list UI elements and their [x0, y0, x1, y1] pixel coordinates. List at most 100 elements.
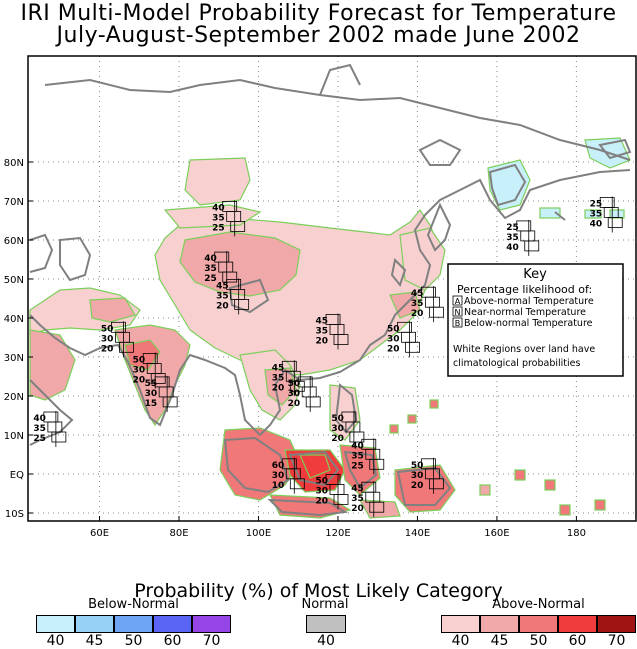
- legend-swatch-below: [114, 615, 153, 633]
- lon-label: 60E: [90, 528, 109, 539]
- key-letter-box: [452, 295, 463, 306]
- map-frame: [27, 55, 637, 522]
- forecast-boxes: 4035254035254535204535205030204535205030…: [33, 196, 623, 518]
- key-letter-box: [452, 306, 463, 317]
- lat-label: 80N: [4, 158, 24, 169]
- forecast-value: 40: [212, 203, 225, 213]
- legend-swatch-label: 70: [607, 633, 626, 649]
- legend-swatch-label: 60: [568, 633, 587, 649]
- forecast-value: 50: [387, 324, 400, 334]
- forecast-value: 50: [315, 476, 328, 486]
- key-letter: B: [455, 319, 461, 328]
- forecast-value: 60: [272, 461, 285, 471]
- forecast-value: 50: [411, 461, 424, 471]
- forecast-value: 20: [315, 337, 328, 347]
- key-subtitle: Percentage likelihood of:: [457, 283, 592, 296]
- forecast-value: 30: [288, 389, 301, 399]
- coastlines: [29, 63, 632, 517]
- legend-swatch-label: 40: [317, 633, 335, 649]
- lat-label: 60N: [4, 236, 24, 247]
- forecast-value: 35: [411, 299, 424, 309]
- map-title-line1: IRI Multi-Model Probability Forecast for…: [20, 1, 617, 26]
- legend-swatch-label: 70: [202, 633, 221, 649]
- key-letter: N: [455, 308, 461, 317]
- lon-label: 180: [567, 528, 586, 539]
- forecast-value: 20: [101, 344, 114, 354]
- key-note-line1: White Regions over land have: [453, 344, 595, 355]
- forecast-value: 35: [33, 424, 46, 434]
- legend-swatch-below: [75, 615, 114, 633]
- forecast-value: 20: [387, 344, 400, 354]
- forecast-value: 30: [411, 471, 424, 481]
- forecast-value: 25: [33, 434, 46, 444]
- lat-label: 40N: [4, 314, 24, 325]
- forecast-value: 30: [145, 389, 158, 399]
- lat-label: 20N: [4, 392, 24, 403]
- forecast-value: 35: [315, 327, 328, 337]
- forecast-value: 20: [315, 496, 328, 506]
- legend-swatch-above: [558, 615, 597, 633]
- legend-swatch-below: [153, 615, 192, 633]
- forecast-value: 50: [101, 324, 114, 334]
- lat-label: EQ: [10, 470, 24, 481]
- forecast-value: 30: [315, 486, 328, 496]
- forecast-value: 20: [351, 504, 364, 514]
- lon-label: 120E: [325, 528, 350, 539]
- legend-swatch-above: [441, 615, 480, 633]
- lat-label: 10S: [5, 509, 24, 520]
- forecast-value: 35: [216, 291, 229, 301]
- legend-swatch-label: 40: [451, 633, 470, 649]
- key-letter-box: [452, 317, 463, 328]
- map-title-line2: July-August-September 2002 made June 200…: [56, 23, 581, 48]
- key-letter: A: [455, 297, 461, 306]
- lon-label: 160E: [484, 528, 509, 539]
- legend-swatch-below: [36, 615, 75, 633]
- forecast-value: 25: [506, 223, 519, 233]
- forecast-value: 20: [133, 376, 146, 386]
- forecast-value: 40: [351, 441, 364, 451]
- forecast-value: 15: [145, 399, 158, 409]
- lon-label: 80E: [169, 528, 188, 539]
- forecast-value: 55: [145, 379, 158, 389]
- key-box: Key Percentage likelihood of: A Above-nor…: [447, 263, 624, 377]
- forecast-value: 40: [590, 220, 603, 230]
- lat-label: 70N: [4, 197, 24, 208]
- legend-swatch-above: [597, 615, 636, 633]
- key-item-text: Near-normal Temperature: [464, 307, 586, 318]
- legend-swatch-label: 50: [124, 633, 143, 649]
- forecast-value: 30: [272, 471, 285, 481]
- legend-swatch-above: [480, 615, 519, 633]
- forecast-value: 30: [331, 424, 344, 434]
- legend-swatch-label: 40: [46, 633, 65, 649]
- forecast-value: 25: [590, 200, 603, 210]
- forecast-value: 35: [590, 210, 603, 220]
- shading-above-normal: [29, 157, 606, 519]
- legend-normal-label: Normal: [301, 597, 349, 612]
- forecast-value: 10: [272, 481, 285, 491]
- forecast-value: 40: [204, 254, 217, 264]
- forecast-value: 45: [411, 289, 424, 299]
- forecast-value: 45: [272, 363, 285, 373]
- legend-swatch-normal: [306, 615, 346, 633]
- legend-swatch-label: 60: [163, 633, 182, 649]
- forecast-value: 35: [351, 451, 364, 461]
- lat-label: 10N: [4, 431, 24, 442]
